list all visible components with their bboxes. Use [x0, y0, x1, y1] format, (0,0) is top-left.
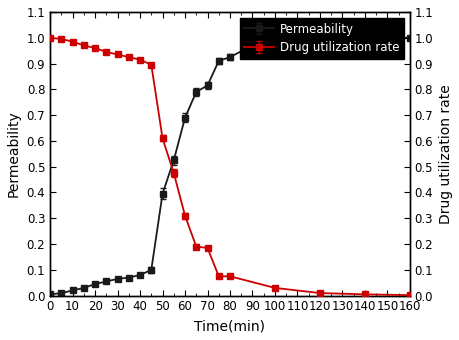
Y-axis label: Drug utilization rate: Drug utilization rate [438, 84, 452, 224]
Legend: Permeability, Drug utilization rate: Permeability, Drug utilization rate [239, 18, 403, 59]
X-axis label: Time(min): Time(min) [194, 319, 265, 333]
Y-axis label: Permeability: Permeability [7, 110, 21, 197]
